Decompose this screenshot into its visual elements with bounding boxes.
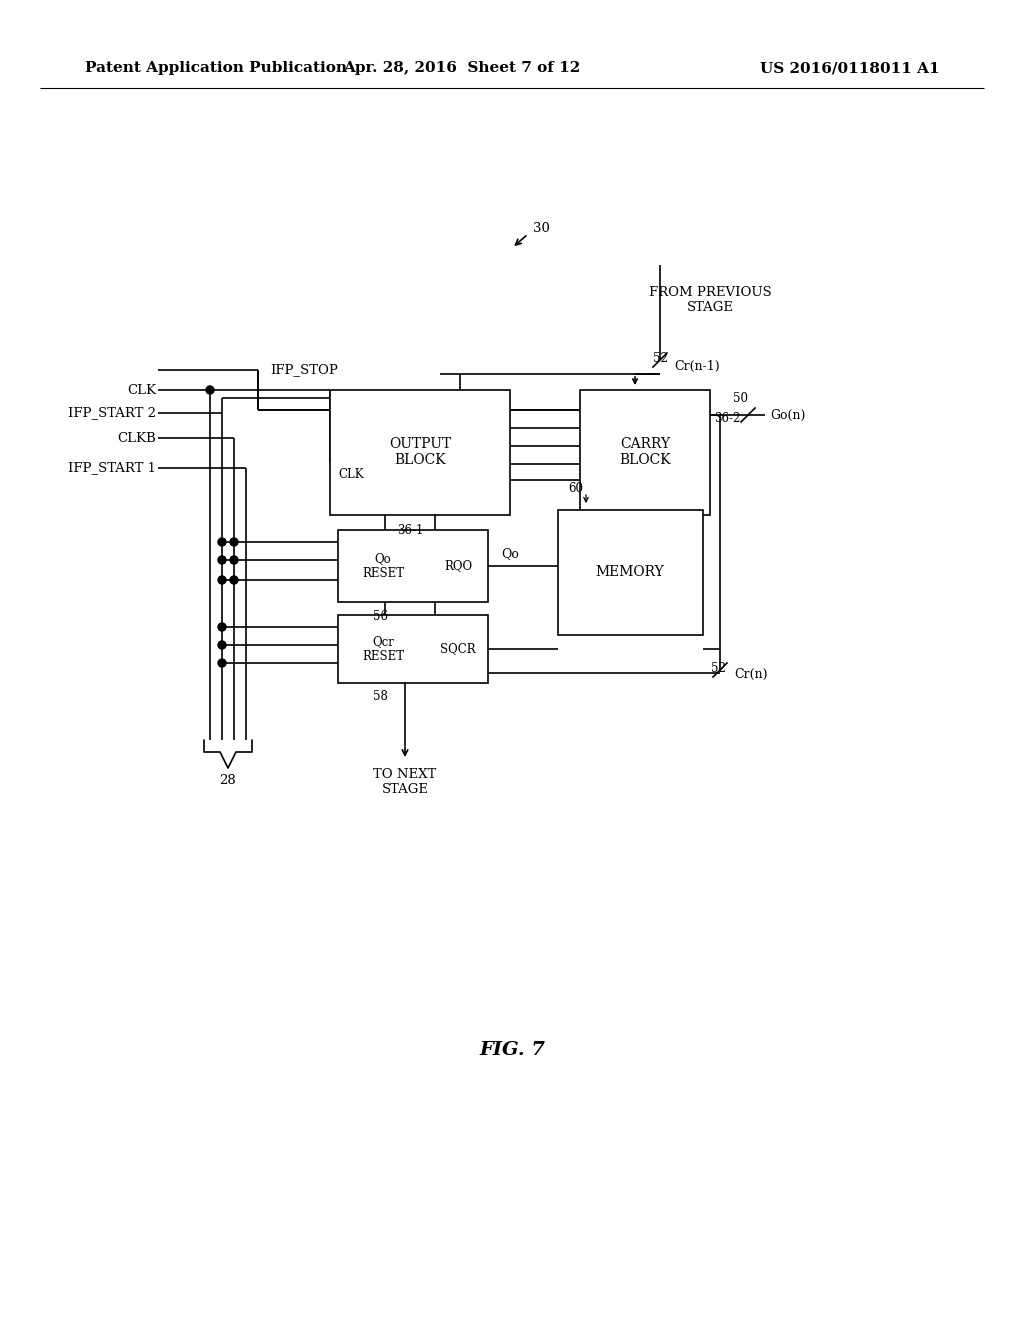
Text: 50: 50 [732, 392, 748, 405]
Circle shape [218, 642, 226, 649]
Circle shape [218, 623, 226, 631]
Text: CLK: CLK [338, 467, 364, 480]
Circle shape [230, 576, 238, 583]
Text: IFP_START 2: IFP_START 2 [68, 407, 156, 420]
Text: Go(n): Go(n) [770, 408, 805, 421]
Text: 56: 56 [373, 610, 387, 623]
Text: Qo: Qo [501, 548, 519, 561]
Text: Apr. 28, 2016  Sheet 7 of 12: Apr. 28, 2016 Sheet 7 of 12 [343, 61, 581, 75]
Text: CLK: CLK [127, 384, 156, 396]
Text: 36-2: 36-2 [714, 412, 740, 425]
Text: Patent Application Publication: Patent Application Publication [85, 61, 347, 75]
Text: CARRY
BLOCK: CARRY BLOCK [620, 437, 671, 467]
Text: Cr(n-1): Cr(n-1) [674, 359, 720, 372]
Text: 30: 30 [534, 222, 550, 235]
Bar [338, 531, 488, 602]
Circle shape [218, 659, 226, 667]
Text: 28: 28 [219, 774, 237, 787]
Text: 36-1: 36-1 [397, 524, 423, 537]
Bar [338, 615, 488, 682]
Text: US 2016/0118011 A1: US 2016/0118011 A1 [761, 61, 940, 75]
Text: Qcr
RESET: Qcr RESET [361, 635, 404, 663]
Text: Cr(n): Cr(n) [734, 668, 768, 681]
Text: TO NEXT
STAGE: TO NEXT STAGE [374, 768, 436, 796]
Text: Qo
RESET: Qo RESET [361, 552, 404, 579]
Text: MEMORY: MEMORY [596, 565, 665, 579]
Bar [558, 510, 703, 635]
Circle shape [206, 385, 214, 393]
Text: FROM PREVIOUS
STAGE: FROM PREVIOUS STAGE [648, 286, 771, 314]
Text: FIG. 7: FIG. 7 [479, 1041, 545, 1059]
Text: RQO: RQO [444, 560, 472, 573]
Circle shape [218, 556, 226, 564]
Circle shape [218, 576, 226, 583]
Circle shape [230, 539, 238, 546]
Text: OUTPUT
BLOCK: OUTPUT BLOCK [389, 437, 452, 467]
Text: SQCR: SQCR [440, 643, 476, 656]
Circle shape [230, 556, 238, 564]
Bar [580, 389, 710, 515]
Text: IFP_START 1: IFP_START 1 [68, 462, 156, 474]
Bar [330, 389, 510, 515]
Text: IFP_STOP: IFP_STOP [270, 363, 338, 376]
Text: 60: 60 [568, 482, 584, 495]
Text: 52: 52 [711, 661, 726, 675]
Text: 52: 52 [653, 351, 668, 364]
Circle shape [218, 539, 226, 546]
Text: 58: 58 [373, 690, 387, 704]
Text: CLKB: CLKB [118, 432, 156, 445]
